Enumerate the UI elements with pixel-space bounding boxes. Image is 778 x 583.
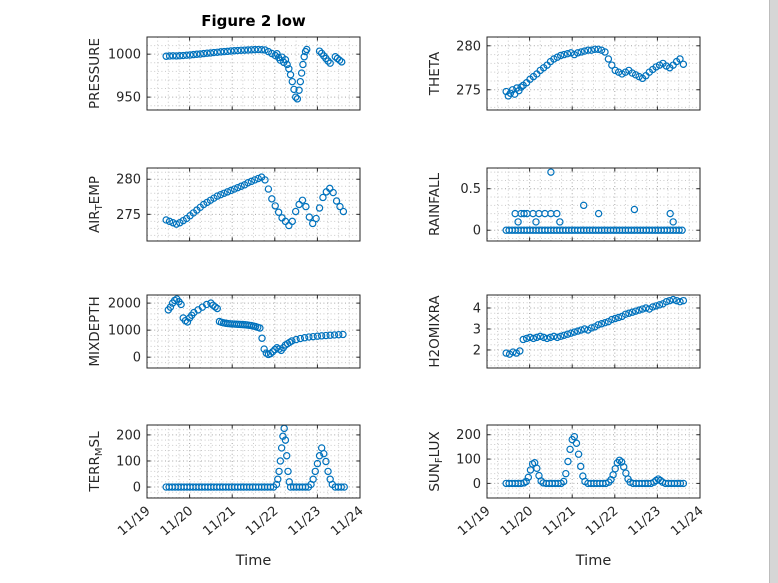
svg-text:0.5: 0.5 bbox=[460, 182, 481, 197]
svg-text:1000: 1000 bbox=[108, 324, 141, 339]
minor-grid bbox=[147, 425, 360, 498]
svg-text:0: 0 bbox=[133, 351, 141, 366]
tick-marks bbox=[486, 168, 701, 241]
svg-text:0: 0 bbox=[133, 481, 141, 496]
major-grid bbox=[487, 168, 700, 241]
tick-marks bbox=[146, 425, 361, 498]
svg-text:2000: 2000 bbox=[108, 297, 141, 312]
axes-box bbox=[486, 36, 701, 111]
y-tick-labels: 950 1000 bbox=[108, 48, 141, 106]
svg-text:11/21: 11/21 bbox=[200, 504, 238, 540]
y-tick-labels: 275 280 bbox=[116, 173, 141, 223]
tick-marks bbox=[146, 37, 361, 110]
minor-grid bbox=[487, 295, 700, 368]
x-axis-label-left: Time bbox=[235, 553, 272, 569]
svg-text:100: 100 bbox=[456, 453, 481, 468]
svg-text:280: 280 bbox=[456, 39, 481, 54]
major-grid bbox=[147, 37, 360, 110]
svg-text:280: 280 bbox=[116, 173, 141, 188]
tick-marks bbox=[146, 295, 361, 368]
y-axis-label: RAINFALL bbox=[427, 173, 443, 236]
svg-text:0: 0 bbox=[473, 477, 481, 492]
y-axis-label: SUNFLUX bbox=[427, 431, 445, 491]
figure-title: Figure 2 low bbox=[201, 12, 306, 30]
svg-text:2: 2 bbox=[473, 344, 481, 359]
svg-text:200: 200 bbox=[456, 428, 481, 443]
svg-text:0: 0 bbox=[473, 224, 481, 239]
axes-box bbox=[486, 167, 701, 242]
x-axis-label-right: Time bbox=[575, 553, 612, 569]
svg-text:11/22: 11/22 bbox=[583, 504, 621, 540]
svg-text:100: 100 bbox=[116, 455, 141, 470]
svg-text:11/20: 11/20 bbox=[158, 504, 196, 540]
svg-text:11/19: 11/19 bbox=[115, 504, 153, 540]
axes-box bbox=[486, 424, 701, 499]
minor-grid bbox=[147, 37, 360, 110]
data-points bbox=[164, 295, 347, 359]
svg-text:1000: 1000 bbox=[108, 48, 141, 63]
axes-box bbox=[146, 294, 361, 369]
data-points bbox=[162, 45, 346, 103]
y-tick-labels: 0 100 200 bbox=[116, 428, 141, 495]
pressure-plot: 950 1000 PRESSURE bbox=[87, 36, 361, 111]
data-points bbox=[502, 45, 688, 100]
minor-grid bbox=[487, 168, 700, 241]
svg-text:11/23: 11/23 bbox=[286, 504, 324, 540]
x-tick-labels: 11/19 11/20 11/21 11/22 11/23 11/24 bbox=[455, 504, 706, 540]
y-axis-label: PRESSURE bbox=[87, 38, 103, 109]
y-tick-labels: 00.5 bbox=[460, 182, 481, 239]
y-axis-label: THETA bbox=[427, 51, 443, 96]
y-axis-label: H2OMIXRA bbox=[427, 295, 443, 368]
y-axis-label: AIRTEMP bbox=[87, 176, 105, 233]
sun-flux-plot: 0 100 200 11/19 11/20 11/21 11/22 11/23 11/24 SUN… bbox=[427, 424, 707, 540]
major-grid bbox=[147, 295, 360, 368]
svg-text:4: 4 bbox=[473, 302, 481, 317]
data-points bbox=[502, 168, 686, 234]
tick-marks bbox=[486, 425, 701, 498]
svg-text:11/21: 11/21 bbox=[540, 504, 578, 540]
svg-text:11/20: 11/20 bbox=[498, 504, 536, 540]
axes-box bbox=[146, 424, 361, 499]
y-tick-labels: 0 1000 2000 bbox=[108, 297, 141, 366]
major-grid bbox=[147, 168, 360, 241]
svg-text:11/22: 11/22 bbox=[243, 504, 281, 540]
svg-text:275: 275 bbox=[456, 83, 481, 98]
y-axis-label: TERRMSL bbox=[87, 431, 105, 493]
y-axis-label: MIXDEPTH bbox=[87, 296, 103, 366]
y-tick-labels: 275 280 bbox=[456, 39, 481, 98]
theta-plot: 275 280 THETA bbox=[427, 36, 701, 111]
y-tick-labels: 0 100 200 bbox=[456, 428, 481, 492]
svg-text:3: 3 bbox=[473, 323, 481, 338]
major-grid bbox=[487, 295, 700, 368]
data-points bbox=[502, 432, 688, 488]
h2omixra-plot: 2 3 4 H2OMIXRA bbox=[427, 294, 701, 369]
tick-marks bbox=[146, 168, 361, 241]
axes-box bbox=[146, 167, 361, 242]
x-tick-labels: 11/19 11/20 11/21 11/22 11/23 11/24 bbox=[115, 504, 366, 540]
scrollbar[interactable] bbox=[769, 0, 778, 583]
major-grid bbox=[147, 425, 360, 498]
terr-msl-plot: 0 100 200 11/19 11/20 11/21 11/22 11/23 11/24 TER… bbox=[87, 424, 367, 540]
tick-marks bbox=[486, 295, 701, 368]
svg-text:11/19: 11/19 bbox=[455, 504, 493, 540]
svg-text:11/24: 11/24 bbox=[668, 504, 706, 540]
data-points bbox=[162, 173, 348, 230]
svg-text:11/24: 11/24 bbox=[328, 504, 366, 540]
svg-text:200: 200 bbox=[116, 428, 141, 443]
air-temp-plot: 275 280 AIRTEMP bbox=[87, 167, 361, 242]
svg-text:275: 275 bbox=[116, 208, 141, 223]
axes-box bbox=[146, 36, 361, 111]
axes-box bbox=[486, 294, 701, 369]
y-tick-labels: 2 3 4 bbox=[473, 302, 481, 359]
mixdepth-plot: 0 1000 2000 MIXDEPTH bbox=[87, 294, 361, 369]
svg-text:11/23: 11/23 bbox=[626, 504, 664, 540]
svg-text:950: 950 bbox=[116, 91, 141, 106]
data-points bbox=[162, 424, 348, 491]
tick-marks bbox=[486, 37, 701, 110]
minor-grid bbox=[487, 425, 700, 498]
data-points bbox=[502, 295, 688, 358]
